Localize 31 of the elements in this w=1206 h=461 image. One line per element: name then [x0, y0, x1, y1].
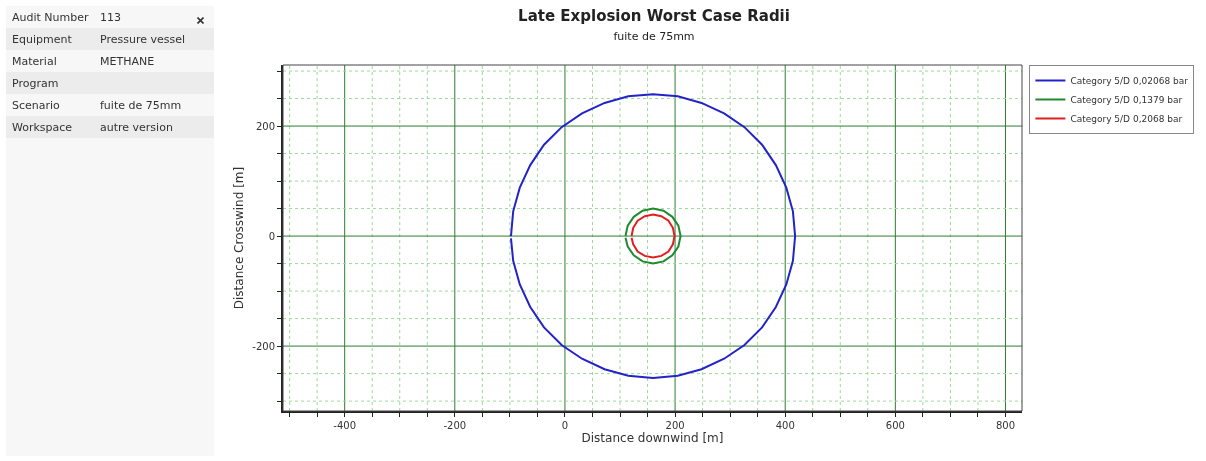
category-label: Audit Number — [12, 10, 89, 24]
text: Pressure vessel — [100, 32, 186, 46]
text: 113 — [100, 10, 121, 24]
category-label: Scenario — [12, 98, 60, 112]
text: METHANE — [100, 54, 155, 68]
legend-label: Category 5/D 0,2068 bar — [1070, 114, 1183, 125]
category-label: Material — [12, 54, 57, 68]
y-tick-label: 200 — [255, 120, 275, 132]
x-tick-label: 0 — [561, 420, 569, 431]
x-tick-label: 800 — [995, 420, 1016, 431]
category-label: Program — [12, 76, 59, 90]
x-tick-label: 600 — [885, 420, 905, 431]
y-axis-title: Distance Crosswind [m] — [232, 166, 247, 310]
x-tick-label: -400 — [333, 420, 357, 431]
category-label: Equipment — [12, 32, 72, 46]
text: fuite de 75mm — [100, 98, 182, 112]
legend-label: Category 5/D 0,02068 bar — [1070, 76, 1189, 87]
category-label: Workspace — [12, 120, 73, 134]
x-axis-title: Distance downwind [m] — [581, 431, 724, 446]
legend-label: Category 5/D 0,1379 bar — [1070, 95, 1183, 106]
x-tick-label: -200 — [443, 420, 467, 431]
chart-subtitle: fuite de 75mm — [613, 30, 695, 44]
line-series — [630, 213, 676, 259]
y-tick-label: 0 — [268, 230, 275, 242]
x-tick-label: 200 — [665, 420, 685, 431]
line-series — [624, 207, 682, 265]
chart-title: Late Explosion Worst Case Radii — [518, 6, 790, 25]
text: autre version — [100, 120, 173, 134]
y-tick-label: -200 — [252, 340, 275, 352]
line-series — [509, 93, 797, 379]
x-tick-label: 400 — [775, 420, 795, 431]
